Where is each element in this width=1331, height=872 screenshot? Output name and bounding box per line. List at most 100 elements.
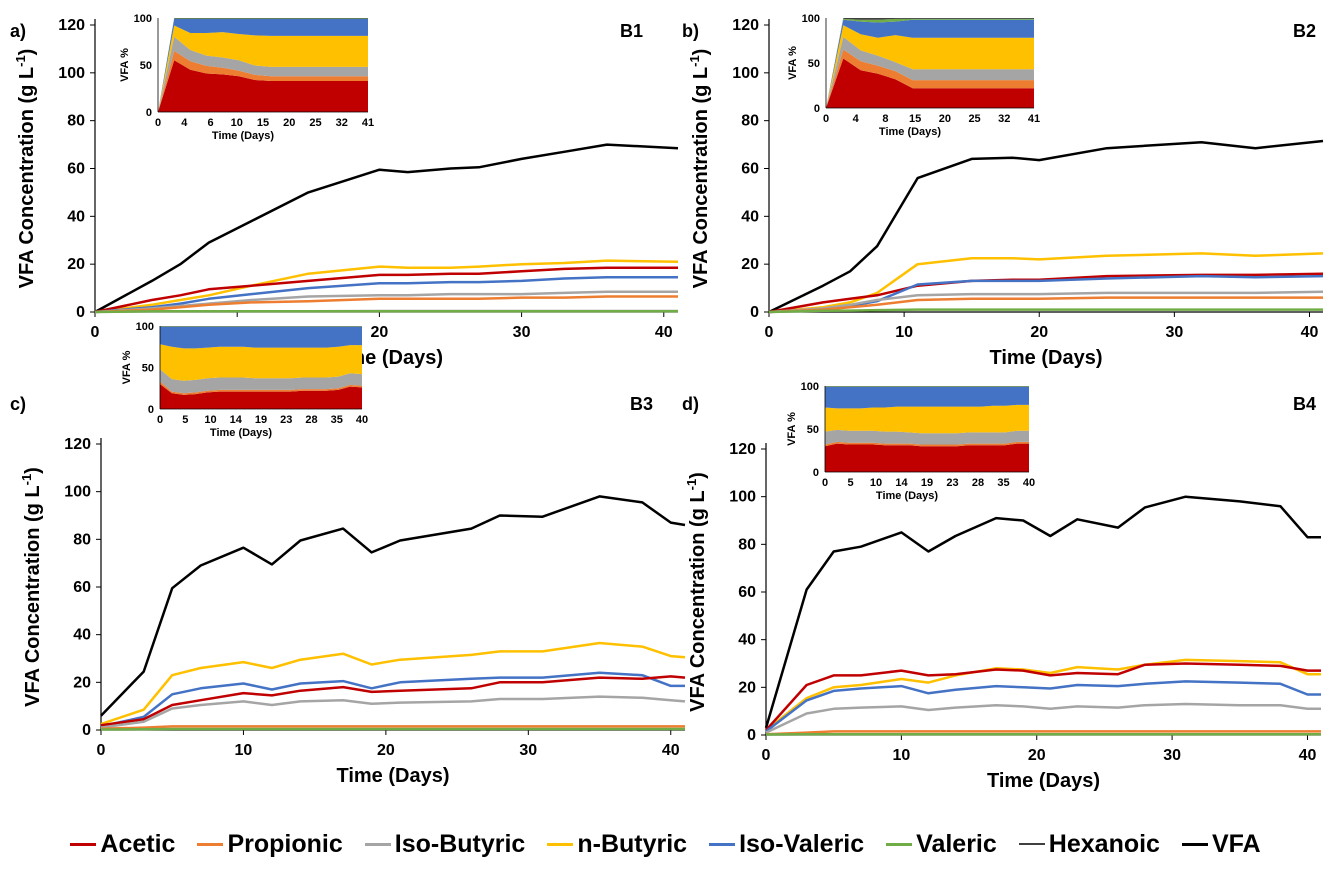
panel-title: B4 [1293, 394, 1316, 414]
y-tick-label: 0 [76, 304, 85, 321]
legend-item-iso-valeric: Iso-Valeric [709, 830, 864, 859]
panel-title: B3 [630, 394, 653, 414]
inset-y-tick-label: 100 [136, 321, 154, 333]
y-tick-label: 40 [73, 627, 91, 644]
inset-x-tick-label: 0 [823, 113, 829, 125]
series-lines [768, 139, 1324, 314]
inset-x-tick-label: 19 [921, 477, 933, 489]
inset-area-propionic [160, 381, 362, 395]
inset-area-iso-butyric [826, 36, 1034, 108]
inset-x-tick-label: 6 [207, 117, 213, 129]
series-line-propionic [100, 725, 685, 731]
series-line-iso-valeric [765, 680, 1321, 733]
inset-y-tick-label: 50 [140, 60, 152, 72]
y-tick-label: 120 [732, 17, 759, 34]
inset-x-tick-label: 32 [336, 117, 348, 129]
inset-x-axis-label: Time (Days) [212, 130, 274, 142]
legend-label: Propionic [227, 829, 343, 858]
series-line-acetic [100, 675, 686, 727]
y-tick-label: 60 [67, 161, 85, 178]
y-tick-label: 60 [73, 579, 91, 596]
inset-x-tick-label: 40 [356, 414, 368, 426]
inset-area-iso-butyric [825, 429, 1029, 445]
inset-x-tick-label: 35 [331, 414, 343, 426]
x-tick-label: 30 [1163, 747, 1181, 764]
x-axis-label: Time (Days) [336, 765, 449, 787]
inset-x-tick-label: 32 [998, 113, 1010, 125]
x-tick-label: 40 [1299, 747, 1317, 764]
series-line-iso-butyric [765, 702, 1321, 734]
y-axis-label: VFA Concentration (g L-1) [13, 49, 38, 289]
series-line-propionic [768, 296, 1323, 314]
y-tick-label: 40 [738, 632, 756, 649]
legend-label: Hexanoic [1048, 829, 1160, 858]
inset-area-propionic [825, 441, 1029, 447]
legend-swatch [1181, 842, 1208, 846]
panel-label: c) [10, 394, 26, 414]
series-line-vfa [94, 143, 679, 314]
x-tick-label: 0 [97, 742, 106, 759]
x-tick-label: 40 [1301, 324, 1319, 341]
inset-x-tick-label: 20 [283, 117, 295, 129]
legend-swatch [197, 842, 224, 846]
inset-x-tick-label: 20 [939, 113, 951, 125]
inset-y-tick-label: 100 [802, 13, 820, 25]
x-tick-label: 10 [892, 747, 910, 764]
legend-label: n-Butyric [577, 829, 688, 858]
x-tick-label: 40 [655, 324, 673, 341]
inset-x-tick-label: 35 [997, 477, 1009, 489]
series-lines [94, 143, 679, 314]
inset-x-axis-label: Time (Days) [879, 126, 941, 138]
y-tick-label: 100 [729, 489, 756, 506]
inset-x-axis-label: Time (Days) [210, 427, 272, 439]
inset-y-axis-label: VFA % [787, 46, 799, 80]
inset-chart: 0 50 100 0 4 8 15 20 25 32 41 Time (Days) VFA % [787, 13, 1040, 138]
inset-area-n-butyric [825, 404, 1029, 434]
x-tick-label: 0 [762, 747, 771, 764]
y-tick-label: 100 [58, 65, 85, 82]
inset-area-iso-valeric [826, 19, 1034, 108]
y-tick-label: 80 [73, 531, 91, 548]
legend-item-valeric: Valeric [886, 830, 997, 859]
legend-item-n-butyric: n-Butyric [547, 830, 687, 859]
inset-area-iso-butyric [158, 36, 368, 112]
series-line-propionic [94, 295, 678, 314]
y-tick-label: 80 [738, 536, 756, 553]
legend-swatch [1018, 843, 1045, 845]
inset-x-tick-label: 25 [309, 117, 321, 129]
inset-y-tick-label: 50 [142, 363, 154, 375]
inset-y-tick-label: 100 [134, 13, 152, 25]
panel-label: d) [682, 394, 699, 414]
inset-y-tick-label: 100 [801, 381, 819, 393]
series-line-acetic [765, 662, 1321, 732]
series-line-vfa [768, 139, 1324, 314]
inset-x-tick-label: 15 [909, 113, 921, 125]
series-line-propionic [765, 730, 1321, 736]
inset-x-tick-label: 5 [847, 477, 853, 489]
legend-swatch [709, 842, 736, 846]
inset-x-tick-label: 4 [853, 113, 860, 125]
legend-label: Iso-Butyric [394, 829, 526, 858]
y-tick-label: 120 [729, 441, 756, 458]
legend-item-hexanoic: Hexanoic [1018, 829, 1160, 859]
panel-label: a) [10, 21, 26, 41]
legend-item-iso-butyric: Iso-Butyric [364, 829, 526, 859]
x-tick-label: 30 [513, 324, 531, 341]
inset-x-tick-label: 0 [157, 414, 163, 426]
inset-x-tick-label: 23 [946, 477, 958, 489]
inset-y-axis-label: VFA % [121, 350, 133, 384]
x-tick-label: 30 [519, 742, 537, 759]
y-tick-label: 60 [738, 584, 756, 601]
series-line-acetic [94, 266, 678, 314]
series-line-valeric [100, 727, 685, 731]
x-axis-label: Time (Days) [987, 770, 1100, 792]
x-tick-label: 30 [1165, 324, 1183, 341]
inset-x-tick-label: 4 [181, 117, 188, 129]
legend-swatch [70, 842, 97, 846]
legend-swatch [547, 842, 574, 846]
inset-area-n-butyric [160, 344, 362, 381]
y-tick-label: 60 [741, 161, 759, 178]
